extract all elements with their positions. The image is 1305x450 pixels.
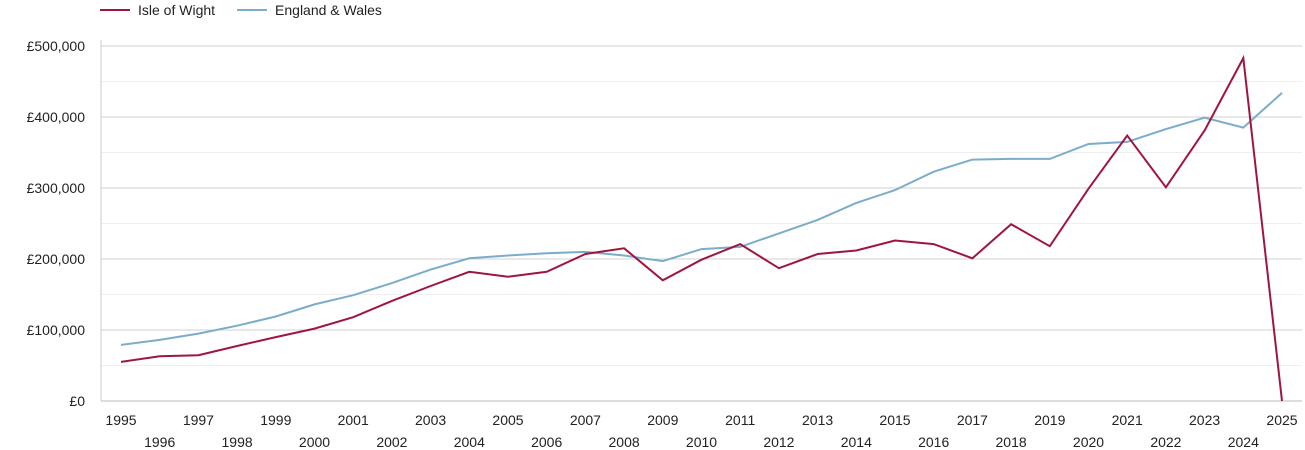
y-tick-label: £0 [69, 393, 85, 409]
x-tick-label: 2020 [1073, 434, 1104, 450]
x-tick-label: 2006 [531, 434, 562, 450]
x-tick-label: 2008 [609, 434, 640, 450]
x-tick-label: 2021 [1112, 412, 1143, 428]
series-line-england-wales [120, 92, 1283, 346]
legend-item-isle-of-wight[interactable]: Isle of Wight [100, 2, 215, 18]
x-tick-label: 2022 [1150, 434, 1181, 450]
y-tick-label: £400,000 [27, 109, 86, 125]
x-tick-label: 2015 [879, 412, 910, 428]
x-tick-label: 2003 [415, 412, 446, 428]
x-tick-label: 2019 [1034, 412, 1065, 428]
x-tick-label: 1999 [260, 412, 291, 428]
x-tick-label: 2000 [299, 434, 330, 450]
x-tick-label: 2009 [647, 412, 678, 428]
y-tick-label: £100,000 [27, 322, 86, 338]
x-tick-label: 2023 [1189, 412, 1220, 428]
y-tick-label: £300,000 [27, 180, 86, 196]
x-tick-label: 1997 [183, 412, 214, 428]
x-tick-label: 2024 [1228, 434, 1259, 450]
legend-label-isle-of-wight: Isle of Wight [138, 2, 216, 18]
x-tick-label: 2011 [725, 412, 755, 428]
x-tick-label: 2014 [841, 434, 872, 450]
x-tick-label: 2012 [763, 434, 794, 450]
x-tick-label: 2018 [996, 434, 1027, 450]
x-tick-label: 2017 [957, 412, 988, 428]
y-tick-label: £200,000 [27, 251, 86, 267]
x-tick-label: 1996 [144, 434, 175, 450]
x-tick-label: 2010 [686, 434, 717, 450]
legend-label-england-wales: England & Wales [275, 2, 382, 18]
x-tick-label: 1995 [105, 412, 136, 428]
y-tick-label: £500,000 [27, 38, 86, 54]
x-tick-label: 2002 [376, 434, 407, 450]
x-tick-label: 2025 [1266, 412, 1297, 428]
x-tick-label: 2001 [338, 412, 369, 428]
x-tick-label: 2005 [492, 412, 523, 428]
chart-legend: Isle of Wight England & Wales [100, 2, 382, 18]
legend-swatch-england-wales [237, 9, 268, 11]
x-tick-label: 2016 [918, 434, 949, 450]
legend-item-england-wales[interactable]: England & Wales [237, 2, 382, 18]
x-tick-label: 1998 [222, 434, 253, 450]
x-tick-label: 2013 [802, 412, 833, 428]
legend-swatch-isle-of-wight [100, 9, 130, 11]
x-tick-label: 2004 [454, 434, 485, 450]
series-line-isle-of-wight [120, 54, 1283, 402]
x-tick-label: 2007 [570, 412, 601, 428]
